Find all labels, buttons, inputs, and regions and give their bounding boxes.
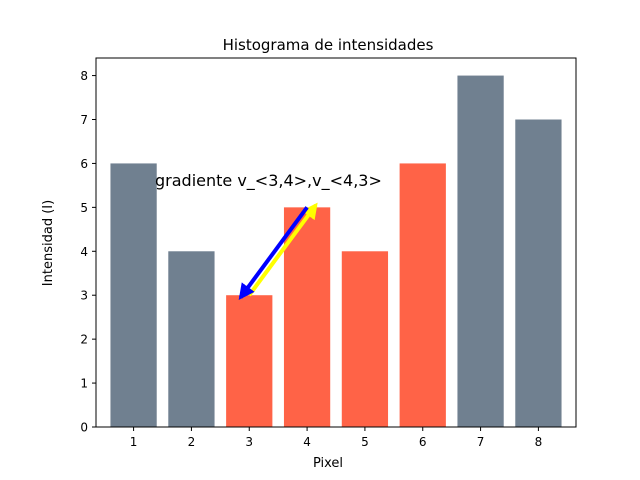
bars-group — [110, 75, 562, 428]
y-tick-label: 3 — [80, 289, 88, 303]
bar-5 — [341, 251, 389, 427]
x-tick-label: 2 — [188, 435, 196, 449]
y-ticks: 0 1 2 3 4 5 6 7 8 — [80, 69, 96, 435]
y-tick-label: 7 — [80, 113, 88, 127]
y-tick-label: 0 — [80, 421, 88, 435]
gradient-arrow-blue — [238, 206, 309, 300]
bar-4 — [283, 207, 331, 427]
y-tick-label: 6 — [80, 157, 88, 171]
y-axis-label: Intensidad (I) — [41, 200, 56, 286]
x-tick-label: 6 — [419, 435, 427, 449]
y-tick-label: 4 — [80, 245, 88, 259]
x-tick-label: 8 — [535, 435, 543, 449]
bar-8 — [515, 119, 562, 427]
x-tick-label: 7 — [477, 435, 485, 449]
y-tick-label: 5 — [80, 201, 88, 215]
gradient-arrow-yellow — [247, 202, 318, 297]
x-axis-label: Pixel — [313, 456, 343, 471]
bar-1 — [110, 163, 157, 427]
x-tick-label: 5 — [361, 435, 369, 449]
x-tick-label: 1 — [130, 435, 138, 449]
y-tick-label: 8 — [80, 69, 88, 83]
x-ticks: 1 2 3 4 5 6 7 8 — [130, 427, 542, 449]
x-tick-label: 3 — [245, 435, 253, 449]
bar-2 — [168, 251, 215, 427]
chart-title: Histograma de intensidades — [223, 36, 434, 54]
annotation-arrows — [238, 202, 318, 300]
plot-frame — [95, 57, 577, 428]
y-tick-label: 1 — [80, 377, 88, 391]
x-tick-label: 4 — [303, 435, 311, 449]
y-tick-label: 2 — [80, 333, 88, 347]
annotation-text: gradiente v_<3,4>,v_<4,3> — [155, 171, 382, 191]
bar-7 — [457, 75, 504, 428]
bar-6 — [399, 163, 446, 427]
bar-3 — [226, 295, 273, 427]
